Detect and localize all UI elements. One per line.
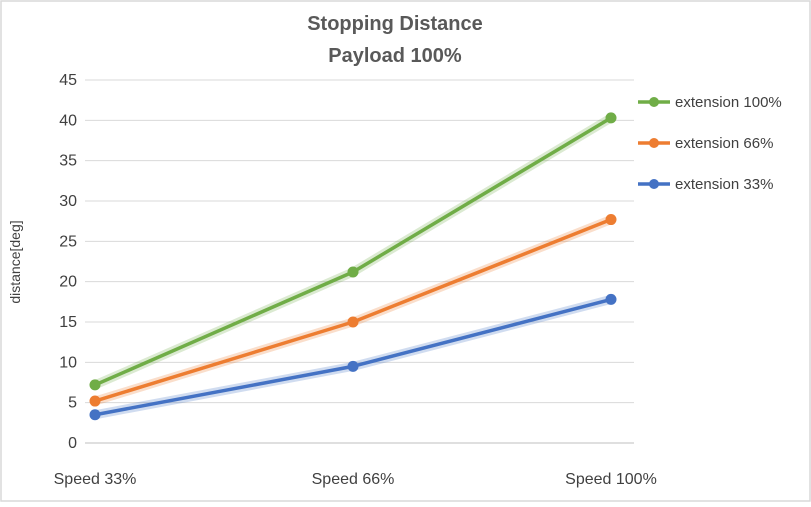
- chart-subtitle: Payload 100%: [328, 45, 462, 67]
- data-point: [89, 395, 101, 407]
- legend-item: extension 100%: [638, 94, 782, 111]
- y-tick-label: 20: [59, 274, 77, 291]
- data-point: [605, 214, 617, 226]
- data-point: [347, 316, 359, 328]
- x-axis-tick-labels: Speed 33% Speed 66% Speed 100%: [54, 471, 657, 488]
- chart-title: Stopping Distance: [307, 13, 483, 35]
- legend-marker-icon: [649, 179, 659, 189]
- data-point: [347, 360, 359, 372]
- y-tick-label: 0: [68, 435, 77, 452]
- y-tick-label: 10: [59, 354, 77, 371]
- data-point: [89, 409, 101, 421]
- legend-marker-icon: [649, 97, 659, 107]
- y-tick-label: 15: [59, 314, 77, 331]
- legend-label: extension 66%: [675, 135, 773, 152]
- y-tick-label: 25: [59, 233, 77, 250]
- y-axis-label: distance[deg]: [7, 220, 23, 303]
- legend-label: extension 33%: [675, 176, 773, 193]
- legend: extension 100% extension 66% extension 33%: [638, 94, 782, 193]
- data-series: [89, 112, 617, 421]
- legend-item: extension 66%: [638, 135, 773, 152]
- y-axis-tick-labels: 0 5 10 15 20 25 30 35 40 45: [59, 72, 77, 452]
- data-point: [347, 266, 359, 278]
- y-tick-label: 40: [59, 112, 77, 129]
- gridlines: [85, 79, 634, 444]
- y-tick-label: 35: [59, 153, 77, 170]
- y-tick-label: 5: [68, 395, 77, 412]
- x-tick-label: Speed 33%: [54, 471, 137, 488]
- x-tick-label: Speed 100%: [565, 471, 657, 488]
- x-tick-label: Speed 66%: [312, 471, 395, 488]
- data-point: [605, 293, 617, 305]
- legend-label: extension 100%: [675, 94, 782, 111]
- data-point: [605, 112, 617, 124]
- y-tick-label: 45: [59, 72, 77, 89]
- legend-marker-icon: [649, 138, 659, 148]
- y-tick-label: 30: [59, 193, 77, 210]
- legend-item: extension 33%: [638, 176, 773, 193]
- data-point: [89, 379, 101, 391]
